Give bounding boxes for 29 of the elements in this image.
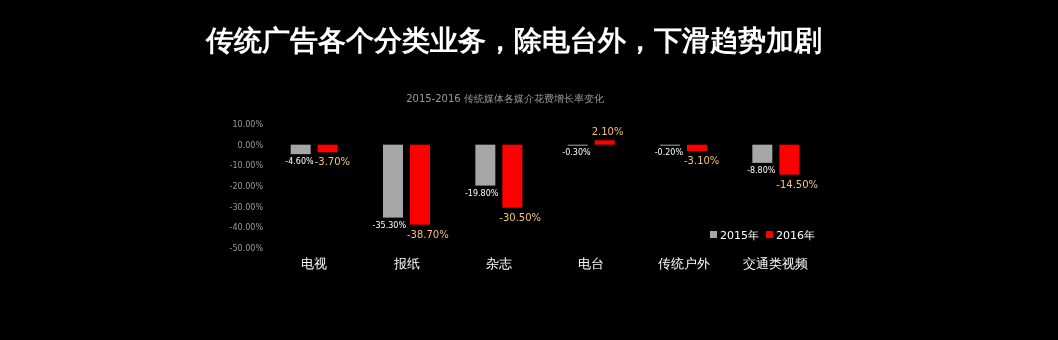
y-tick-label: -40.00% [229,223,264,233]
x-tick-label: 传统户外 [657,256,710,271]
data-label: -35.30% [372,220,407,230]
y-tick-label: -30.00% [229,202,264,212]
data-label: -8.80% [747,165,776,175]
data-label: -4.60% [285,157,315,167]
chart-title: 传统广告各个分类业务，除电台外，下滑趋势加剧 [205,24,822,57]
x-tick-label: 交通类视频 [743,256,809,271]
x-tick-label: 杂志 [485,256,512,271]
legend-label: 2015年 [720,229,759,242]
x-tick-label: 报纸 [392,256,420,271]
data-label: -0.30% [562,148,592,158]
data-label: -19.80% [464,188,499,198]
chart-subtitle: 2015-2016 传统媒体各媒介花费增长率变化 [406,93,604,104]
y-tick-label: 0.00% [237,140,264,150]
x-tick-label: 电视 [301,256,328,271]
data-label: -14.50% [776,178,819,190]
y-tick-label: 10.00% [232,120,264,129]
y-tick-label: -10.00% [229,161,264,171]
data-label: -3.70% [314,156,351,168]
x-tick-label: 电台 [578,256,605,271]
data-label: -3.10% [684,155,720,167]
data-label: -30.50% [499,211,542,223]
data-label: -0.20% [654,148,684,158]
y-tick-label: -20.00% [229,182,264,191]
data-label: -38.70% [407,228,449,240]
data-label: 2.10% [591,126,624,138]
y-tick-label: -50.00% [229,244,264,253]
legend-label: 2016年 [776,229,815,242]
